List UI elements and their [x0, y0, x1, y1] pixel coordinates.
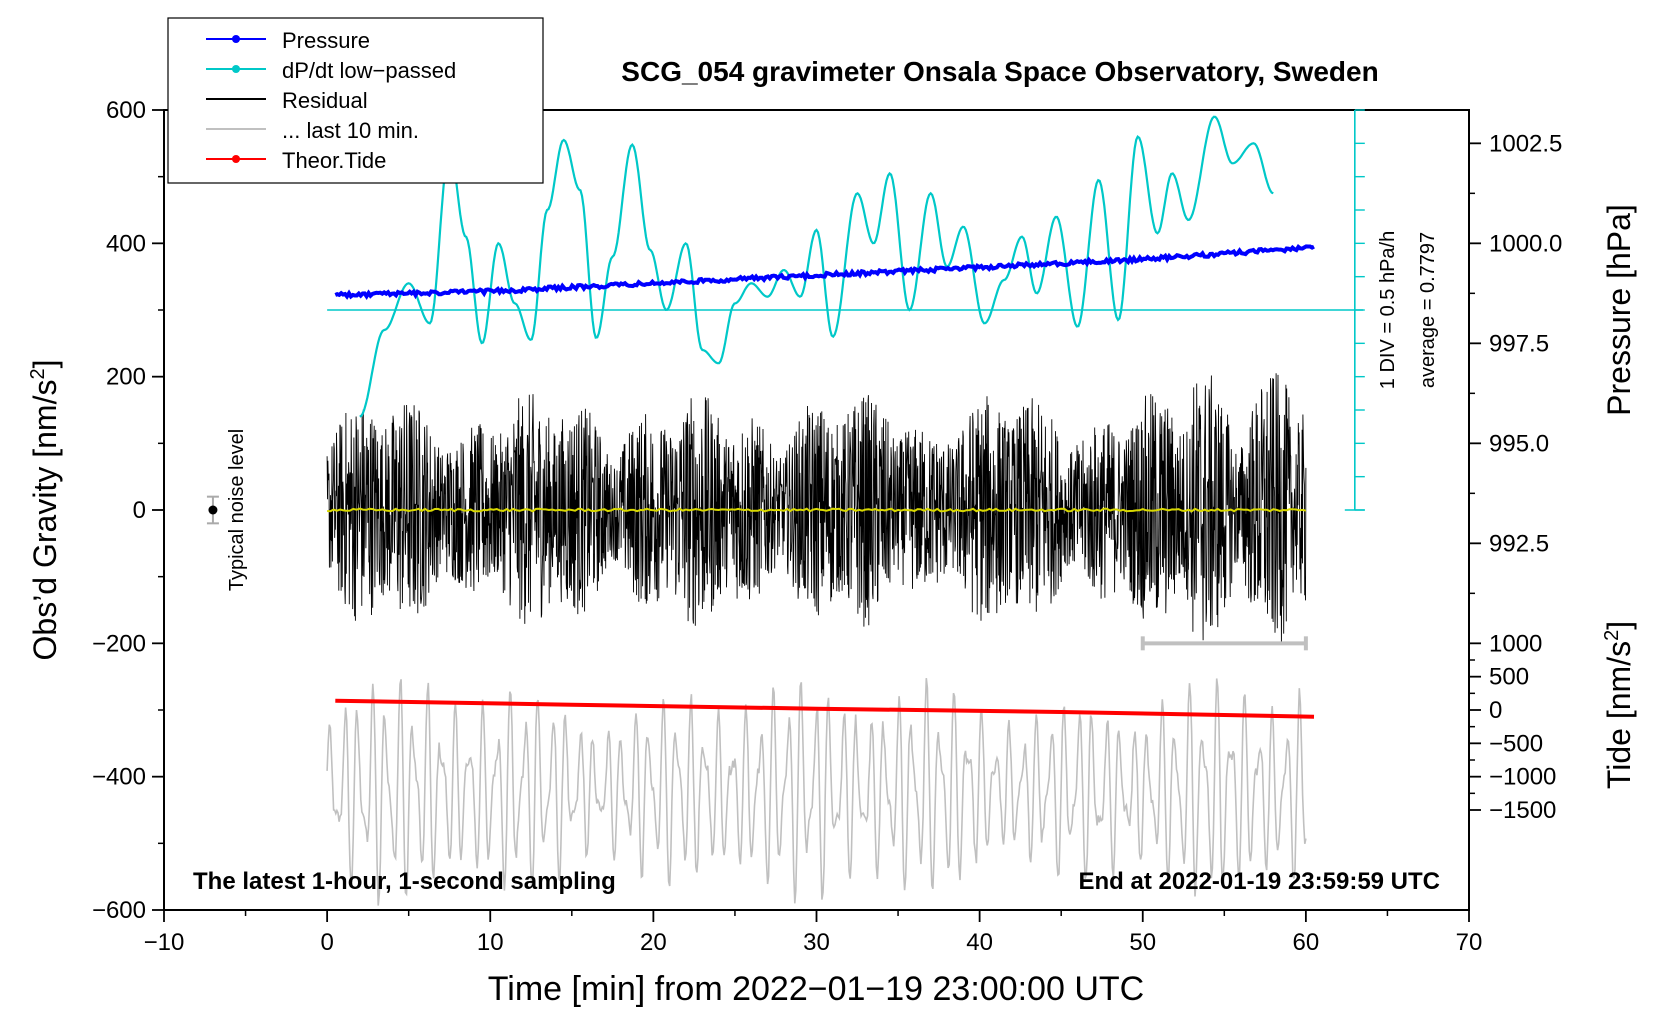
- dpdt-scale-label: 1 DIV = 0.5 hPa/h: [1377, 231, 1399, 389]
- legend-label: dP/dt low−passed: [282, 58, 456, 83]
- y-axis-left-title-tail: ]: [27, 360, 63, 369]
- y-axis-tide-title: Tide [nm/s2]: [1601, 621, 1637, 789]
- legend: Pressure dP/dt low−passed Residual ... last…: [167, 17, 544, 184]
- y-axis-tide-title-sup: 2: [1601, 630, 1623, 641]
- y-axis-left-title: Obs’d Gravity [nm/s2]: [27, 360, 63, 661]
- y-tide-tick-label: −500: [1489, 730, 1543, 757]
- tide-series-line: [335, 698, 1315, 719]
- y-axis-tide-title-tail: ]: [1601, 621, 1637, 630]
- y-left-tick-label: −400: [92, 764, 146, 791]
- y-axis-left-title-main: Obs’d Gravity [nm/s: [27, 380, 63, 661]
- last10-series-line: [326, 678, 1307, 906]
- y-left-tick-label: 0: [133, 497, 146, 524]
- x-tick-label: −10: [144, 929, 185, 956]
- y-tide-tick-label: −1000: [1489, 764, 1556, 791]
- pressure-series-line: [334, 243, 1315, 300]
- legend-label: ... last 10 min.: [282, 118, 419, 143]
- x-axis-title: Time [min] from 2022−01−19 23:00:00 UTC: [488, 970, 1144, 1008]
- legend-marker: [232, 65, 240, 73]
- x-tick-label: 60: [1293, 929, 1320, 956]
- y-left-tick-label: −200: [92, 630, 146, 657]
- y-tide-tick-label: 500: [1489, 664, 1529, 691]
- y-tide-tick-label: −1500: [1489, 797, 1556, 824]
- legend-label: Residual: [282, 88, 368, 113]
- x-tick-label: 0: [320, 929, 333, 956]
- y-left-tick-label: 600: [106, 97, 146, 124]
- y-axis-left-title-sup: 2: [27, 368, 49, 379]
- y-pressure-tick-label: 1002.5: [1489, 130, 1562, 157]
- y-left-tick-label: 400: [106, 230, 146, 257]
- noise-marker-point: [208, 505, 218, 515]
- annotation-bottom-right: End at 2022-01-19 23:59:59 UTC: [1079, 868, 1441, 895]
- dpdt-series-line: [359, 115, 1274, 418]
- y-axis-pressure-title: Pressure [hPa]: [1601, 204, 1637, 416]
- chart-title: SCG_054 gravimeter Onsala Space Observat…: [621, 56, 1378, 87]
- series-layer: [206, 109, 1365, 906]
- axes-layer: −10 0 10 20 30 40 50 60 70 600 400 200 0 −200 −400 −600…: [92, 97, 1562, 956]
- x-tick-label: 20: [640, 929, 667, 956]
- x-tick-label: 40: [966, 929, 993, 956]
- y-pressure-tick-label: 1000.0: [1489, 230, 1562, 257]
- dpdt-average-label: average = 0.7797: [1417, 232, 1439, 388]
- y-pressure-tick-label: 997.5: [1489, 330, 1549, 357]
- annotation-bottom-left: The latest 1-hour, 1-second sampling: [193, 868, 616, 895]
- x-tick-label: 10: [477, 929, 504, 956]
- legend-label: Pressure: [282, 28, 370, 53]
- residual-smoothed-line: [327, 507, 1307, 513]
- y-left-tick-label: 200: [106, 364, 146, 391]
- x-tick-label: 70: [1456, 929, 1483, 956]
- x-tick-label: 30: [803, 929, 830, 956]
- legend-box: [167, 17, 544, 184]
- y-left-tick-label: −600: [92, 897, 146, 924]
- y-tide-tick-label: 1000: [1489, 630, 1542, 657]
- legend-marker: [232, 35, 240, 43]
- x-tick-label: 50: [1129, 929, 1156, 956]
- y-tide-tick-label: 0: [1489, 697, 1502, 724]
- legend-entries: Pressure dP/dt low−passed Residual ... last…: [206, 28, 456, 173]
- legend-marker: [232, 155, 240, 163]
- legend-label: Theor.Tide: [282, 148, 386, 173]
- y-axis-tide-title-main: Tide [nm/s: [1601, 641, 1637, 789]
- y-pressure-tick-label: 992.5: [1489, 530, 1549, 557]
- residual-series-line: [326, 373, 1307, 643]
- noise-level-label: Typical noise level: [226, 429, 248, 591]
- y-pressure-tick-label: 995.0: [1489, 430, 1549, 457]
